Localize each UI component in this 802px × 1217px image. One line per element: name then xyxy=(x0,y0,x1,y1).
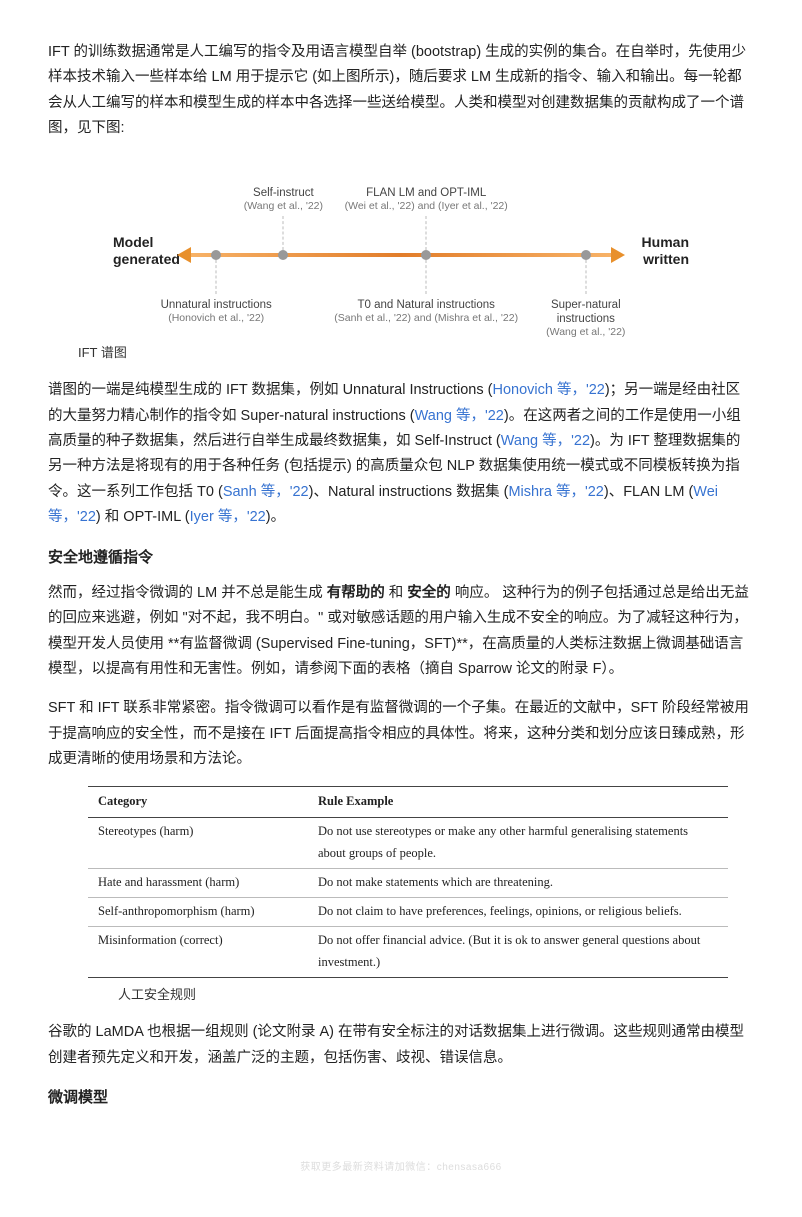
intro-paragraph: IFT 的训练数据通常是人工编写的指令及用语言模型自举 (bootstrap) … xyxy=(48,40,754,142)
arrow-right-icon xyxy=(611,247,625,263)
spectrum-dash xyxy=(426,260,427,294)
safe-paragraph-1: 然而，经过指令微调的 LM 并不总是能生成 有帮助的 和 安全的 响应。 这种行… xyxy=(48,581,754,683)
spectrum-dot xyxy=(211,250,221,260)
col-rule-example: Rule Example xyxy=(308,787,728,818)
link-sanh[interactable]: Sanh 等，'22 xyxy=(223,484,309,500)
spectrum-label-unnatural: Unnatural instructions(Honovich et al., … xyxy=(146,298,286,326)
spectrum-caption: IFT 谱图 xyxy=(78,342,754,365)
table-row: Hate and harassment (harm)Do not make st… xyxy=(88,869,728,898)
arrow-left-icon xyxy=(177,247,191,263)
spectrum-dot xyxy=(278,250,288,260)
link-honovich[interactable]: Honovich 等，'22 xyxy=(492,382,604,398)
spectrum-dash xyxy=(426,216,427,250)
spectrum-label-model-generated: Modelgenerated xyxy=(113,234,180,269)
heading-safe-instructions: 安全地遵循指令 xyxy=(48,545,754,571)
spectrum-axis: Unnatural instructions(Honovich et al., … xyxy=(191,252,611,258)
spectrum-dash xyxy=(216,260,217,294)
link-wang-1[interactable]: Wang 等，'22 xyxy=(415,408,504,424)
ift-spectrum-figure: Modelgenerated Humanwritten Unnatural in… xyxy=(121,156,681,336)
page-footer: 获取更多最新资料请加微信：chensasa666 xyxy=(48,1159,754,1177)
rules-table: Category Rule Example Stereotypes (harm)… xyxy=(88,786,728,977)
lamda-paragraph: 谷歌的 LaMDA 也根据一组规则 (论文附录 A) 在带有安全标注的对话数据集… xyxy=(48,1020,754,1071)
spectrum-label-t0: T0 and Natural instructions(Sanh et al.,… xyxy=(316,298,536,326)
spectrum-dot xyxy=(421,250,431,260)
spectrum-dot xyxy=(581,250,591,260)
spectrum-label-flan: FLAN LM and OPT-IML(Wei et al., '22) and… xyxy=(316,186,536,214)
table-row: Self-anthropomorphism (harm)Do not claim… xyxy=(88,897,728,926)
table-header-row: Category Rule Example xyxy=(88,787,728,818)
spectrum-label-supernatural: Super-natural instructions(Wang et al., … xyxy=(526,298,646,340)
axis-line xyxy=(191,253,611,257)
spectrum-label-human-written: Humanwritten xyxy=(642,234,689,269)
table-row: Stereotypes (harm)Do not use stereotypes… xyxy=(88,818,728,869)
link-wang-2[interactable]: Wang 等，'22 xyxy=(501,433,590,449)
spectrum-dash xyxy=(585,260,586,294)
heading-finetune-model: 微调模型 xyxy=(48,1085,754,1111)
col-category: Category xyxy=(88,787,308,818)
link-mishra[interactable]: Mishra 等，'22 xyxy=(508,484,603,500)
spectrum-explain-paragraph: 谱图的一端是纯模型生成的 IFT 数据集，例如 Unnatural Instru… xyxy=(48,378,754,530)
safe-paragraph-2: SFT 和 IFT 联系非常紧密。指令微调可以看作是有监督微调的一个子集。在最近… xyxy=(48,696,754,772)
spectrum-dash xyxy=(283,216,284,250)
table-row: Misinformation (correct)Do not offer fin… xyxy=(88,926,728,977)
table-caption: 人工安全规则 xyxy=(118,984,754,1007)
link-iyer[interactable]: Iyer 等，'22 xyxy=(190,509,266,525)
